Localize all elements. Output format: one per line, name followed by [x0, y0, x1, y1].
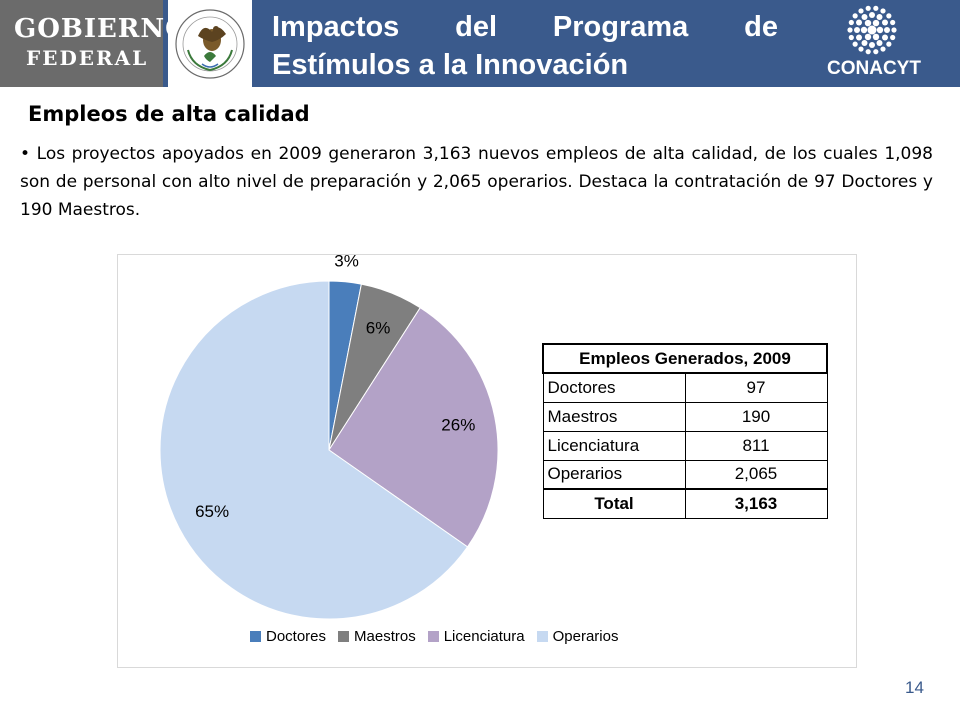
body-paragraph: • Los proyectos apoyados en 2009 generar…: [20, 144, 933, 220]
conacyt-dot: [864, 19, 872, 27]
national-seal-icon: [168, 0, 252, 87]
table-total-row: Total 3,163: [542, 488, 828, 519]
conacyt-dot: [886, 13, 892, 19]
legend-item-licenciatura: Licenciatura: [427, 628, 525, 645]
table-row-value: 97: [684, 372, 828, 403]
conacyt-dot: [848, 19, 854, 26]
conacyt-dot: [890, 34, 896, 41]
table-row: Doctores 97: [542, 372, 828, 403]
legend-label-doctores: Doctores: [266, 628, 327, 645]
pie-label-doctores: 3%: [334, 255, 359, 270]
conacyt-dot: [865, 5, 871, 11]
conacyt-dot: [880, 46, 886, 52]
employment-table: Empleos Generados, 2009 Doctores 97 Maes…: [542, 343, 828, 519]
conacyt-dot: [869, 12, 875, 18]
conacyt-dot: [860, 26, 868, 34]
conacyt-dot: [881, 34, 888, 41]
conacyt-dot: [861, 14, 868, 21]
table-row-value: 811: [684, 430, 828, 461]
conacyt-dot: [873, 5, 879, 11]
title-line-1: Impactos del Programa de: [272, 11, 778, 43]
legend-swatch-doctores: [250, 631, 261, 642]
conacyt-dot: [858, 8, 864, 14]
legend-item-doctores: Doctores: [250, 628, 326, 645]
legend-label-licenciatura: Licenciatura: [443, 628, 525, 645]
table-row-value: 190: [684, 401, 828, 432]
conacyt-dot: [861, 39, 868, 46]
table-total-value: 3,163: [684, 488, 828, 519]
page-title: Impactos del Programa de Estímulos a la …: [272, 8, 778, 84]
legend-item-maestros: Maestros: [338, 628, 416, 645]
conacyt-dot: [880, 8, 886, 14]
conacyt-dot: [881, 19, 888, 26]
conacyt-dot: [848, 34, 854, 41]
gob-logo-line2: Federal: [26, 46, 149, 70]
conacyt-logo: CONACYT: [805, 0, 960, 87]
seal-graphic: [175, 9, 245, 79]
gob-logo-line1: Gobierno: [14, 14, 189, 44]
legend-swatch-operarios: [536, 631, 548, 642]
table-row: Maestros 190: [542, 401, 828, 432]
table-row-label: Operarios: [542, 459, 686, 490]
pie-slice-operarios: [159, 280, 469, 620]
conacyt-dot: [890, 19, 896, 26]
conacyt-dot: [872, 33, 880, 41]
conacyt-dot: [858, 46, 864, 52]
legend-label-maestros: Maestros: [354, 628, 416, 645]
title-box: Impactos del Programa de Estímulos a la …: [258, 0, 798, 87]
legend-swatch-licenciatura: [427, 631, 439, 642]
conacyt-label: CONACYT: [827, 58, 921, 79]
conacyt-dot: [847, 27, 853, 33]
conacyt-dot: [852, 13, 858, 19]
conacyt-dot: [867, 25, 877, 35]
pie-label-operarios: 65%: [195, 502, 229, 521]
conacyt-dot: [876, 14, 883, 21]
table-row: Operarios 2,065: [542, 459, 828, 490]
conacyt-dot: [873, 49, 879, 55]
table-row-label: Licenciatura: [542, 430, 686, 461]
conacyt-dot: [884, 27, 890, 33]
conacyt-dot: [872, 19, 880, 27]
table-row-label: Doctores: [542, 372, 686, 403]
pie-slice-licenciatura: [328, 307, 499, 548]
table-total-label: Total: [542, 488, 686, 519]
legend-item-operarios: Operarios: [536, 628, 619, 645]
title-line-2: Estímulos a la Innovación: [272, 49, 629, 81]
conacyt-dot: [886, 41, 892, 47]
pie-chart: 3% 6% 26% 65%: [159, 255, 499, 620]
conacyt-dot: [856, 34, 863, 41]
pie-label-maestros: 6%: [366, 319, 391, 338]
pie-label-licenciatura: 26%: [441, 415, 475, 434]
conacyt-dot: [854, 27, 860, 33]
section-title: Empleos de alta calidad: [28, 102, 310, 126]
gobierno-federal-logo: Gobierno Federal: [0, 0, 188, 87]
conacyt-dots-icon: [847, 5, 897, 55]
conacyt-dot: [852, 41, 858, 47]
conacyt-dot: [865, 49, 871, 55]
conacyt-dot: [876, 26, 884, 34]
table-row: Licenciatura 811: [542, 430, 828, 461]
legend-swatch-maestros: [338, 631, 350, 642]
conacyt-dot: [876, 39, 883, 46]
page-number: 14: [905, 678, 924, 697]
conacyt-dot: [864, 33, 872, 41]
conacyt-dot: [856, 19, 863, 26]
table-row-value: 2,065: [684, 459, 828, 490]
conacyt-dot: [869, 42, 875, 48]
table-row-label: Maestros: [542, 401, 686, 432]
table-title: Empleos Generados, 2009: [542, 343, 828, 374]
chart-legend: Doctores Maestros Licenciatura Operarios: [250, 628, 630, 645]
legend-label-operarios: Operarios: [552, 628, 619, 645]
conacyt-dot: [891, 27, 897, 33]
